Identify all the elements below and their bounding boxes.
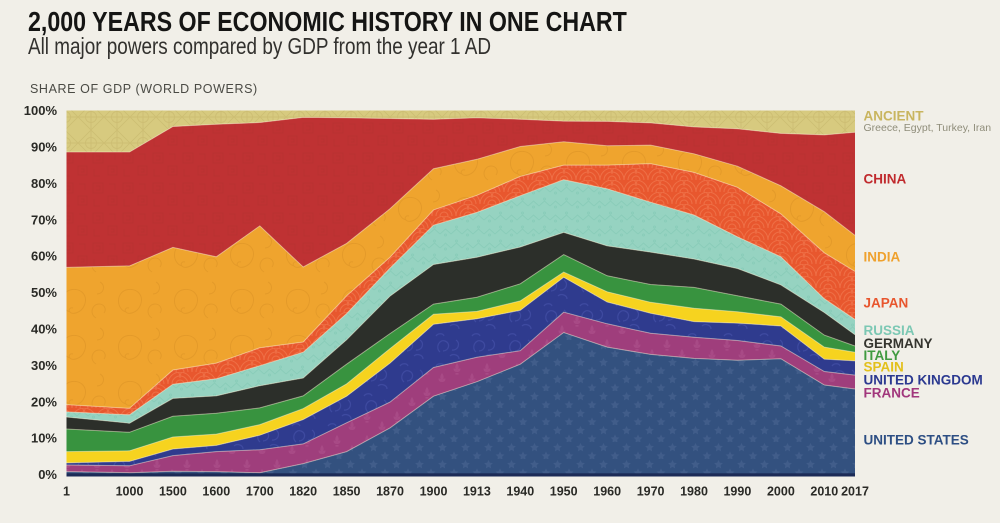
svg-text:1900: 1900 [420, 485, 448, 499]
svg-text:1600: 1600 [202, 485, 230, 499]
svg-text:0%: 0% [38, 467, 57, 482]
svg-text:10%: 10% [31, 431, 57, 446]
svg-text:ANCIENT: ANCIENT [864, 109, 925, 124]
svg-text:1870: 1870 [376, 485, 404, 499]
svg-text:100%: 100% [24, 103, 58, 118]
svg-text:RUSSIA: RUSSIA [864, 323, 915, 338]
svg-text:1960: 1960 [593, 485, 621, 499]
svg-text:50%: 50% [31, 285, 57, 300]
svg-text:1970: 1970 [637, 485, 665, 499]
svg-text:20%: 20% [31, 394, 57, 409]
svg-text:60%: 60% [31, 249, 57, 264]
svg-text:UNITED STATES: UNITED STATES [864, 432, 969, 447]
svg-text:Greece, Egypt, Turkey, Iran: Greece, Egypt, Turkey, Iran [864, 122, 992, 134]
svg-text:CHINA: CHINA [864, 172, 907, 187]
svg-text:2017: 2017 [841, 485, 869, 499]
svg-text:1000: 1000 [116, 485, 144, 499]
svg-text:1940: 1940 [506, 485, 534, 499]
svg-text:GERMANY: GERMANY [864, 336, 933, 351]
svg-text:40%: 40% [31, 322, 57, 337]
svg-text:2010: 2010 [810, 485, 838, 499]
svg-text:1913: 1913 [463, 485, 491, 499]
svg-text:SPAIN: SPAIN [864, 360, 904, 375]
svg-text:1: 1 [63, 485, 70, 499]
svg-text:90%: 90% [31, 140, 57, 155]
svg-text:1850: 1850 [333, 485, 361, 499]
svg-text:FRANCE: FRANCE [864, 385, 920, 400]
svg-text:1700: 1700 [246, 485, 274, 499]
svg-text:JAPAN: JAPAN [864, 296, 909, 311]
svg-text:1500: 1500 [159, 485, 187, 499]
svg-text:1950: 1950 [550, 485, 578, 499]
svg-text:1990: 1990 [723, 485, 751, 499]
svg-text:1820: 1820 [289, 485, 317, 499]
svg-text:2000: 2000 [767, 485, 795, 499]
svg-text:30%: 30% [31, 358, 57, 373]
svg-text:80%: 80% [31, 176, 57, 191]
svg-text:1980: 1980 [680, 485, 708, 499]
svg-text:UNITED KINGDOM: UNITED KINGDOM [864, 373, 983, 388]
svg-text:ITALY: ITALY [864, 348, 901, 363]
svg-text:INDIA: INDIA [864, 250, 901, 265]
svg-text:70%: 70% [31, 212, 57, 227]
